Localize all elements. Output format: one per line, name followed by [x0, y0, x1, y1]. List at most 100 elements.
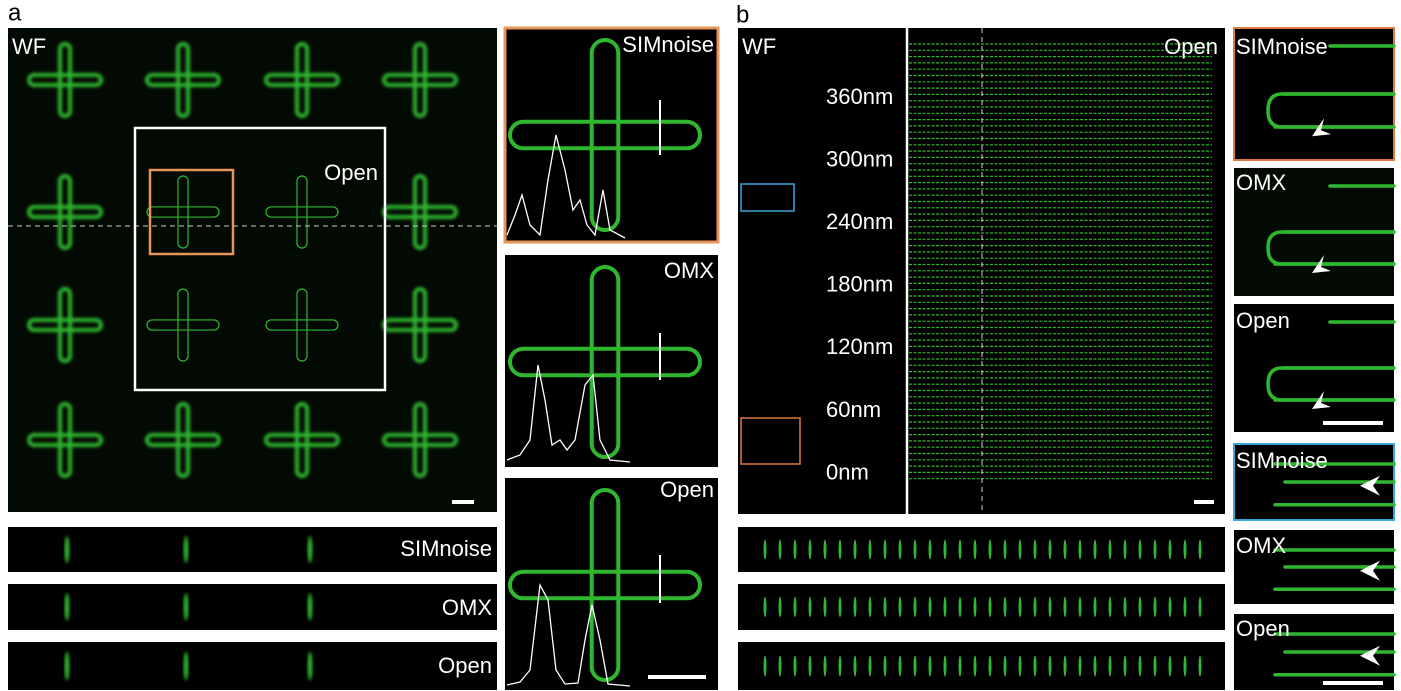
- xz-spot: [929, 540, 932, 560]
- xz-spot: [1049, 540, 1052, 560]
- xz-spot: [1064, 655, 1067, 676]
- xz-spot: [1034, 655, 1037, 676]
- image-panel: [505, 28, 718, 242]
- xz-spot: [1154, 655, 1157, 676]
- xz-spot: [1169, 540, 1172, 560]
- xz-spot: [989, 597, 992, 617]
- image-label: Open: [1164, 34, 1218, 59]
- xz-spot: [824, 540, 827, 560]
- xz-spot: [1079, 540, 1082, 560]
- image-panel: [505, 255, 718, 467]
- xz-spot: [1019, 655, 1022, 676]
- xz-spot: [1094, 597, 1097, 617]
- xz-spot: [809, 655, 812, 676]
- image-label: OMX: [1236, 533, 1286, 558]
- xz-spot: [764, 540, 767, 560]
- image-label: Open: [1236, 308, 1290, 333]
- image-label: OMX: [442, 595, 492, 620]
- xz-spot: [779, 655, 782, 676]
- xz-spot: [779, 597, 782, 617]
- xz-spot: [1109, 597, 1112, 617]
- xz-spot: [854, 597, 857, 617]
- spacing-label: 240nm: [826, 209, 893, 234]
- xz-spot: [184, 593, 189, 621]
- xz-spot: [1079, 597, 1082, 617]
- xz-spot: [989, 540, 992, 560]
- xz-spot: [884, 655, 887, 676]
- image-panel: [8, 584, 497, 630]
- image-label: Open: [438, 653, 492, 678]
- xz-spot: [1109, 655, 1112, 676]
- xz-spot: [1199, 655, 1202, 676]
- xz-spot: [1184, 540, 1187, 560]
- page: a b WF Open SIMnoise OMX Open SIMnoise O…: [0, 0, 1401, 691]
- image-label: WF: [742, 34, 776, 59]
- xz-spot: [1154, 597, 1157, 617]
- xz-spot: [869, 597, 872, 617]
- xz-spot: [1019, 540, 1022, 560]
- xz-spot: [1049, 655, 1052, 676]
- spacing-label: 360nm: [826, 84, 893, 109]
- image-label: SIMnoise: [1236, 448, 1328, 473]
- xz-spot: [184, 652, 189, 681]
- xz-spot: [794, 655, 797, 676]
- xz-spot: [1094, 655, 1097, 676]
- xz-spot: [184, 536, 189, 563]
- xz-spot: [1034, 597, 1037, 617]
- xz-spot: [1004, 540, 1007, 560]
- image-label: Open: [324, 160, 378, 185]
- spacing-label: 60nm: [826, 397, 881, 422]
- xz-spot: [869, 655, 872, 676]
- xz-spot: [899, 655, 902, 676]
- xz-spot: [794, 540, 797, 560]
- scale-bar: [452, 500, 474, 504]
- xz-spot: [914, 655, 917, 676]
- image-label: SIMnoise: [400, 536, 492, 561]
- xz-spot: [1004, 655, 1007, 676]
- xz-spot: [989, 655, 992, 676]
- panel-label: b: [736, 1, 749, 28]
- xz-spot: [65, 593, 70, 621]
- xz-spot: [974, 597, 977, 617]
- xz-spot: [65, 536, 70, 563]
- xz-spot: [1019, 597, 1022, 617]
- xz-spot: [1139, 655, 1142, 676]
- image-label: SIMnoise: [622, 32, 714, 57]
- xz-spot: [854, 540, 857, 560]
- image-label: WF: [12, 34, 46, 59]
- xz-spot: [1169, 655, 1172, 676]
- xz-spot: [1184, 597, 1187, 617]
- xz-spot: [1184, 655, 1187, 676]
- image-label: Open: [660, 477, 714, 502]
- xz-spot: [809, 597, 812, 617]
- xz-spot: [929, 655, 932, 676]
- xz-spot: [869, 540, 872, 560]
- xz-spot: [1049, 597, 1052, 617]
- xz-spot: [308, 536, 313, 563]
- xz-spot: [1139, 540, 1142, 560]
- xz-spot: [1004, 597, 1007, 617]
- xz-spot: [824, 655, 827, 676]
- figure: a b WF Open SIMnoise OMX Open SIMnoise O…: [0, 0, 1401, 691]
- xz-spot: [1034, 540, 1037, 560]
- xz-spot: [1199, 540, 1202, 560]
- spacing-label: 0nm: [826, 459, 869, 484]
- xz-spot: [839, 540, 842, 560]
- image-label: OMX: [1236, 170, 1286, 195]
- xz-spot: [944, 540, 947, 560]
- xz-spot: [899, 540, 902, 560]
- xz-spot: [308, 593, 313, 621]
- image-panel: [505, 478, 718, 690]
- xz-spot: [1079, 655, 1082, 676]
- xz-spot: [764, 655, 767, 676]
- xz-spot: [944, 597, 947, 617]
- xz-spot: [809, 540, 812, 560]
- xz-spot: [1064, 540, 1067, 560]
- scale-bar: [1323, 681, 1383, 685]
- xz-spot: [914, 540, 917, 560]
- xz-spot: [959, 540, 962, 560]
- image-label: SIMnoise: [1236, 34, 1328, 59]
- xz-spot: [824, 597, 827, 617]
- xz-spot: [794, 597, 797, 617]
- xz-spot: [959, 655, 962, 676]
